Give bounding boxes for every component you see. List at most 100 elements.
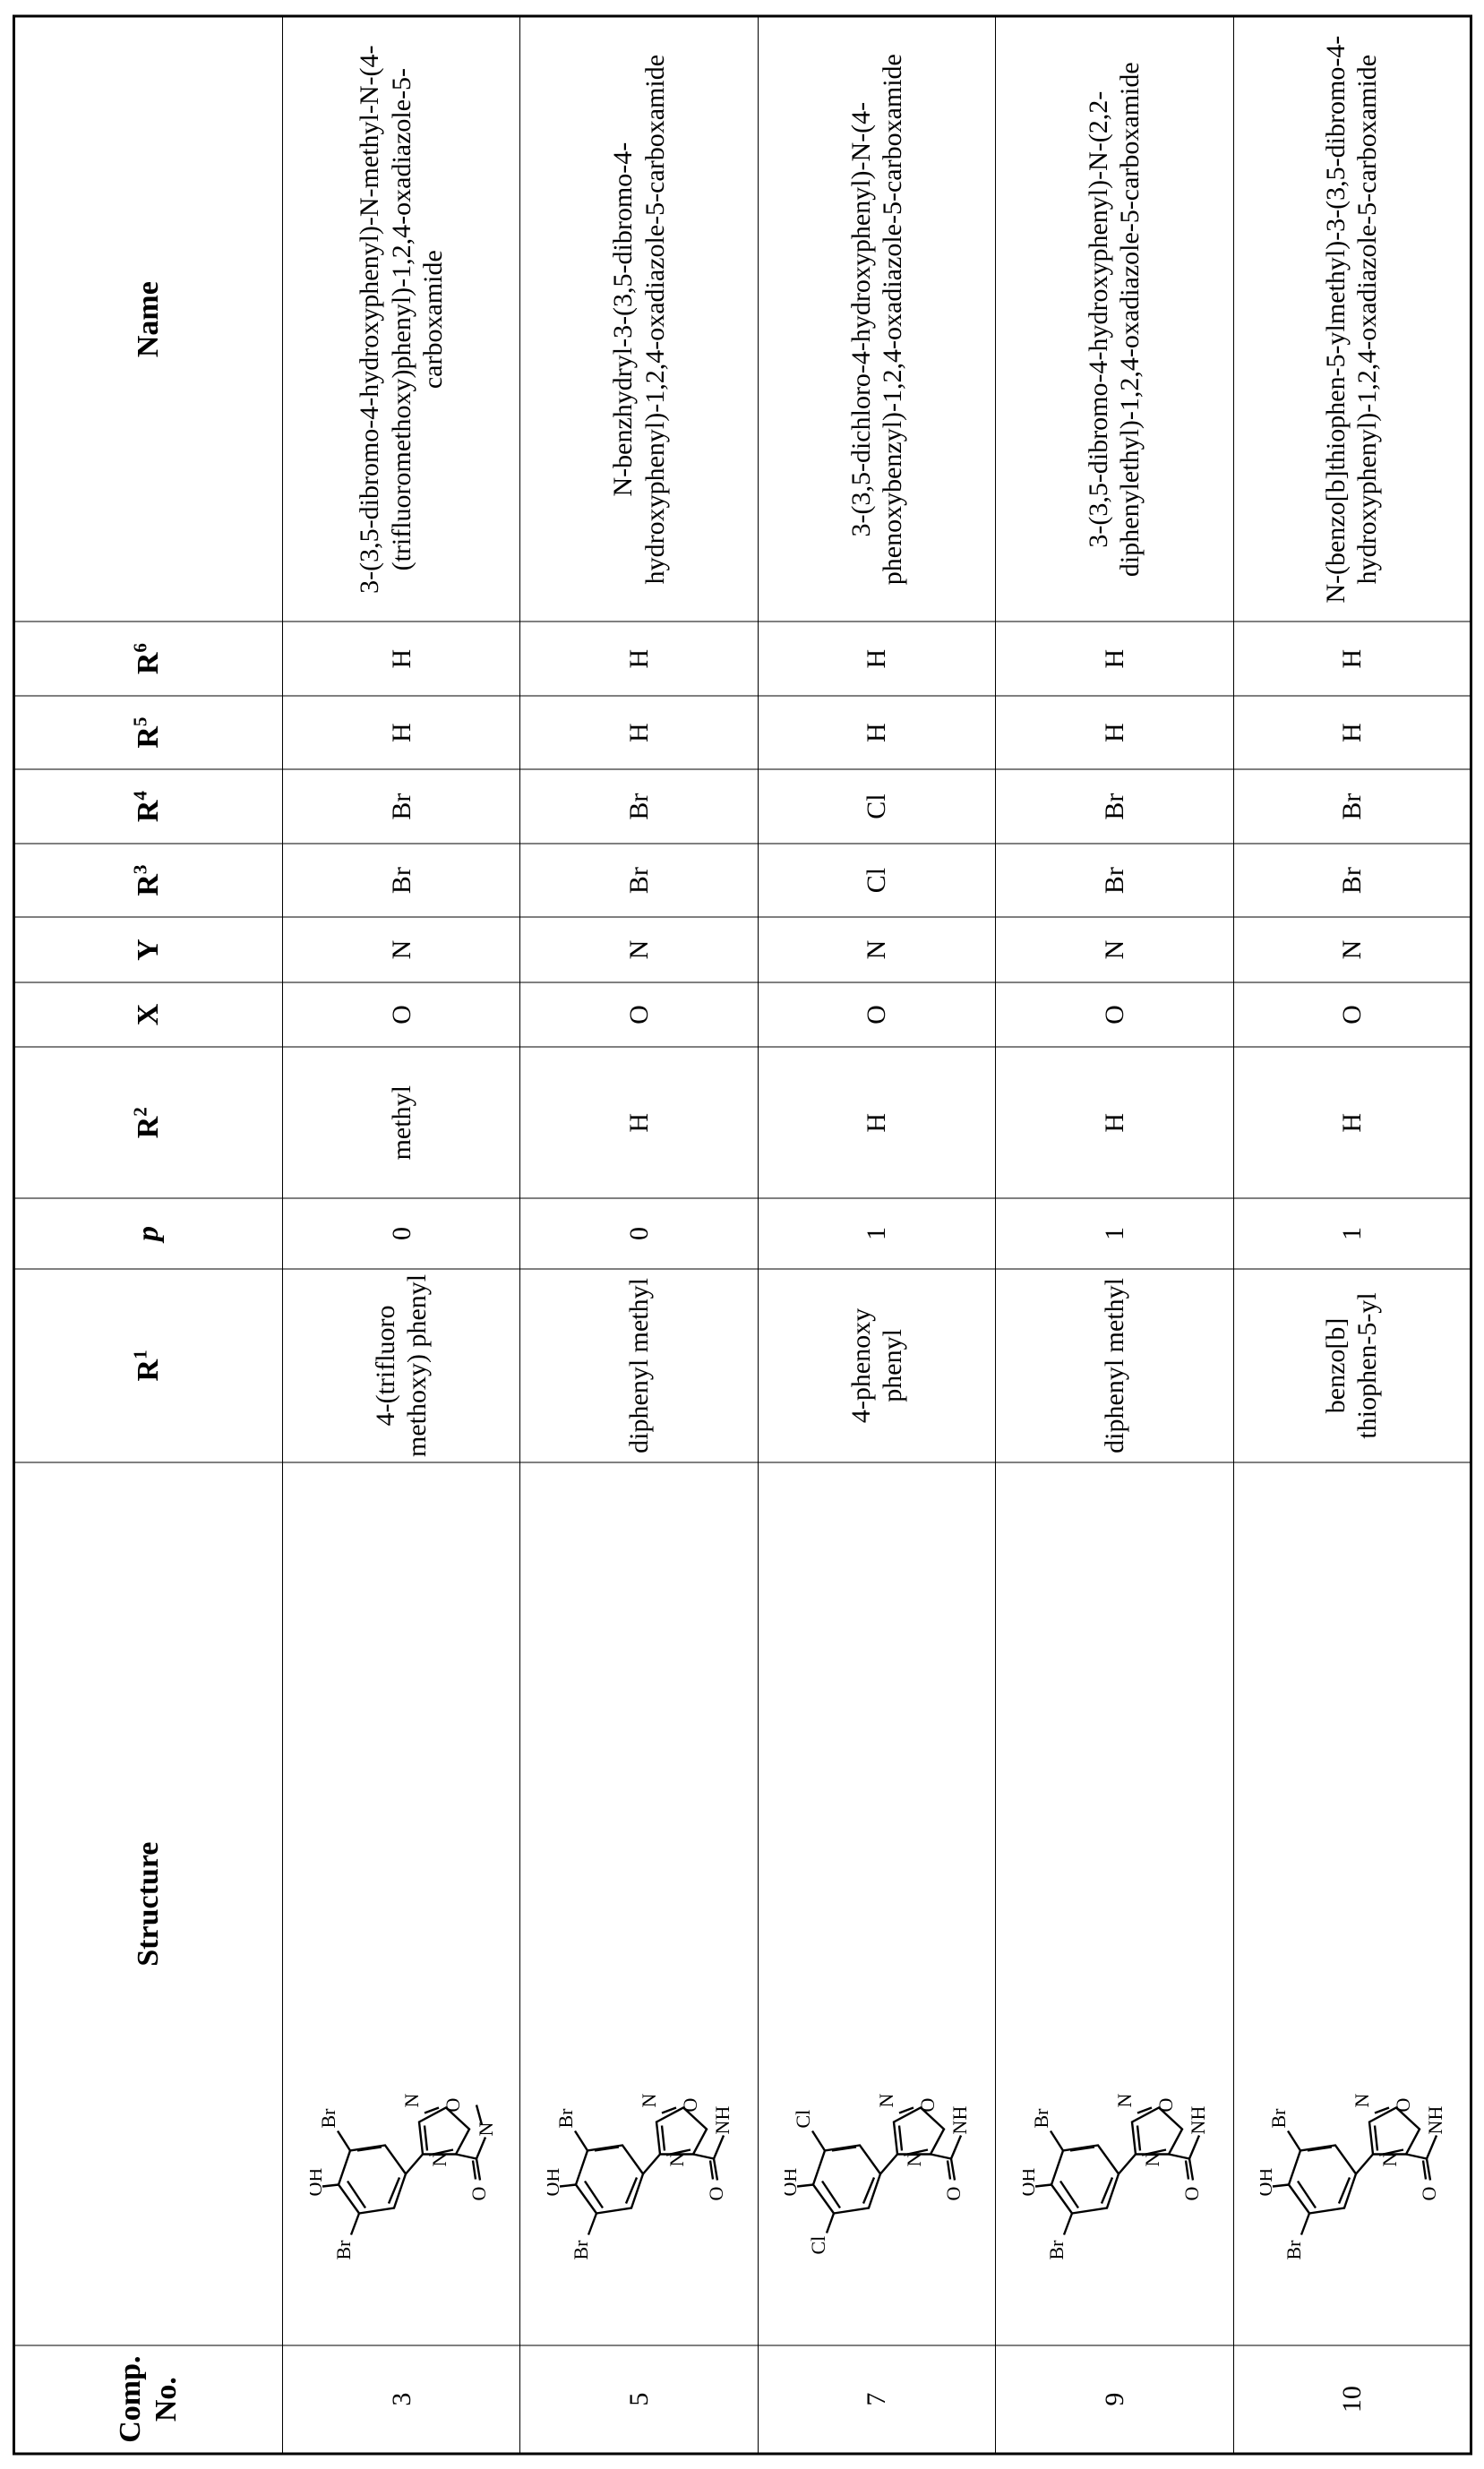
cell-r2: H [519, 1047, 757, 1198]
compound-10-structure: OH Br Br N N O [1259, 1466, 1443, 2341]
cell-r3: Br [519, 843, 757, 917]
cell-structure: OH Br Br N N O [995, 1462, 1232, 2345]
cell-r4: Cl [758, 769, 995, 844]
cell-r1: 4-phenoxy phenyl [758, 1268, 995, 1462]
table-row: 7 OH Cl Cl [758, 16, 995, 2454]
svg-text:Br: Br [316, 2107, 339, 2128]
header-r4-superscript: 4 [129, 791, 150, 801]
svg-text:N: N [1377, 2152, 1400, 2166]
svg-text:O: O [1391, 2097, 1413, 2112]
cell-p: 1 [758, 1198, 995, 1268]
cell-name: N-benzhydryl-3-(3,5-dibromo-4-hydroxyphe… [519, 16, 757, 622]
header-r6-superscript: 6 [129, 643, 150, 653]
cell-name: 3-(3,5-dichloro-4-hydroxyphenyl)-N-(4-ph… [758, 16, 995, 622]
cell-comp-no: 9 [995, 2345, 1232, 2454]
cell-r1: diphenyl methyl [519, 1268, 757, 1462]
header-y: Y [13, 917, 282, 982]
cell-name: 3-(3,5-dibromo-4-hydroxyphenyl)-N-(2,2-d… [995, 16, 1232, 622]
cell-y: N [995, 917, 1232, 982]
cell-x: O [995, 982, 1232, 1046]
rotated-page-wrapper: Comp. No. Structure R1 p R2 X Y R3 R4 R5… [0, 0, 1484, 2469]
cell-r5: H [758, 695, 995, 769]
cell-r2: H [758, 1047, 995, 1198]
cell-r3: Br [1233, 843, 1471, 917]
svg-text:N: N [1112, 2093, 1135, 2107]
header-r3: R3 [13, 843, 282, 917]
cell-r2: methyl [282, 1047, 519, 1198]
svg-text:N: N [1350, 2093, 1372, 2107]
header-r3-superscript: 3 [129, 864, 150, 874]
svg-text:H: H [1186, 2105, 1205, 2120]
cell-y: N [1233, 917, 1471, 982]
svg-text:Br: Br [1266, 2107, 1289, 2128]
cell-name: 3-(3,5-dibromo-4-hydroxyphenyl)-N-methyl… [282, 16, 519, 622]
cell-y: N [282, 917, 519, 982]
svg-text:OH: OH [785, 2167, 801, 2196]
cell-p: 1 [1233, 1198, 1471, 1268]
compound-7-structure: OH Cl Cl N N O [785, 1466, 968, 2341]
header-comp-no-line1: Comp. [112, 2349, 148, 2448]
svg-text:O: O [916, 2097, 939, 2112]
svg-text:N: N [1186, 2120, 1205, 2134]
cell-r6: H [995, 622, 1232, 696]
cell-r5: H [519, 695, 757, 769]
cell-r3: Cl [758, 843, 995, 917]
svg-text:N: N [399, 2093, 422, 2107]
cell-comp-no: 7 [758, 2345, 995, 2454]
cell-r4: Br [519, 769, 757, 844]
cell-r2: H [1233, 1047, 1471, 1198]
svg-text:O: O [441, 2097, 463, 2112]
header-x: X [13, 982, 282, 1046]
header-r2-superscript: 2 [129, 1107, 150, 1117]
cell-comp-no: 10 [1233, 2345, 1471, 2454]
svg-text:OH: OH [547, 2167, 563, 2196]
svg-text:O: O [1417, 2186, 1439, 2200]
cell-r5: H [995, 695, 1232, 769]
cell-r3: Br [995, 843, 1232, 917]
cell-r6: H [1233, 622, 1471, 696]
svg-text:N: N [711, 2120, 731, 2134]
cell-x: O [758, 982, 995, 1046]
svg-text:H: H [948, 2105, 968, 2120]
svg-text:OH: OH [1259, 2167, 1275, 2196]
compound-5-structure: OH Br Br N N O [547, 1466, 731, 2341]
cell-r5: H [282, 695, 519, 769]
rotated-page-inner: Comp. No. Structure R1 p R2 X Y R3 R4 R5… [13, 14, 1472, 2455]
cell-r6: H [282, 622, 519, 696]
cell-r4: Br [1233, 769, 1471, 844]
header-r1-superscript: 1 [129, 1350, 150, 1359]
header-r4: R4 [13, 769, 282, 844]
svg-text:H: H [1423, 2105, 1443, 2120]
header-r6: R6 [13, 622, 282, 696]
svg-text:O: O [467, 2186, 489, 2200]
cell-p: 0 [282, 1198, 519, 1268]
svg-text:O: O [1179, 2186, 1202, 2200]
cell-structure: OH Br Br N N O [282, 1462, 519, 2345]
svg-text:N: N [474, 2122, 493, 2136]
svg-text:O: O [705, 2186, 727, 2200]
cell-p: 1 [995, 1198, 1232, 1268]
header-name: Name [13, 16, 282, 622]
cell-r1: benzo[b] thiophen-5-yl [1233, 1268, 1471, 1462]
svg-text:O: O [679, 2097, 701, 2112]
svg-text:Br: Br [1044, 2239, 1067, 2259]
cell-r1: 4-(trifluoro methoxy) phenyl [282, 1268, 519, 1462]
cell-r1: diphenyl methyl [995, 1268, 1232, 1462]
header-comp-no-line2: No. [149, 2349, 184, 2448]
svg-text:Br: Br [1029, 2107, 1051, 2128]
cell-y: N [758, 917, 995, 982]
svg-text:N: N [1140, 2152, 1162, 2166]
cell-structure: OH Cl Cl N N O [758, 1462, 995, 2345]
cell-p: 0 [519, 1198, 757, 1268]
svg-text:N: N [948, 2120, 968, 2134]
header-r5-superscript: 5 [129, 716, 150, 726]
svg-text:H: H [711, 2105, 731, 2120]
svg-text:Br: Br [1282, 2239, 1304, 2259]
cell-r5: H [1233, 695, 1471, 769]
header-r2: R2 [13, 1047, 282, 1198]
cell-name: N-(benzo[b]thiophen-5-ylmethyl)-3-(3,5-d… [1233, 16, 1471, 622]
cell-r3: Br [282, 843, 519, 917]
svg-text:Cl: Cl [792, 2109, 814, 2128]
svg-text:N: N [427, 2152, 450, 2166]
compound-9-structure: OH Br Br N N O [1022, 1466, 1205, 2341]
